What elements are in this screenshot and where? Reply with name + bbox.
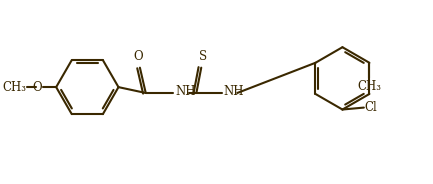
Text: Cl: Cl [365,101,378,114]
Text: NH: NH [223,86,244,98]
Text: O: O [133,50,143,63]
Text: S: S [199,50,207,63]
Text: O: O [32,81,42,94]
Text: NH: NH [175,86,195,98]
Text: CH₃: CH₃ [2,81,26,94]
Text: CH₃: CH₃ [357,80,381,93]
